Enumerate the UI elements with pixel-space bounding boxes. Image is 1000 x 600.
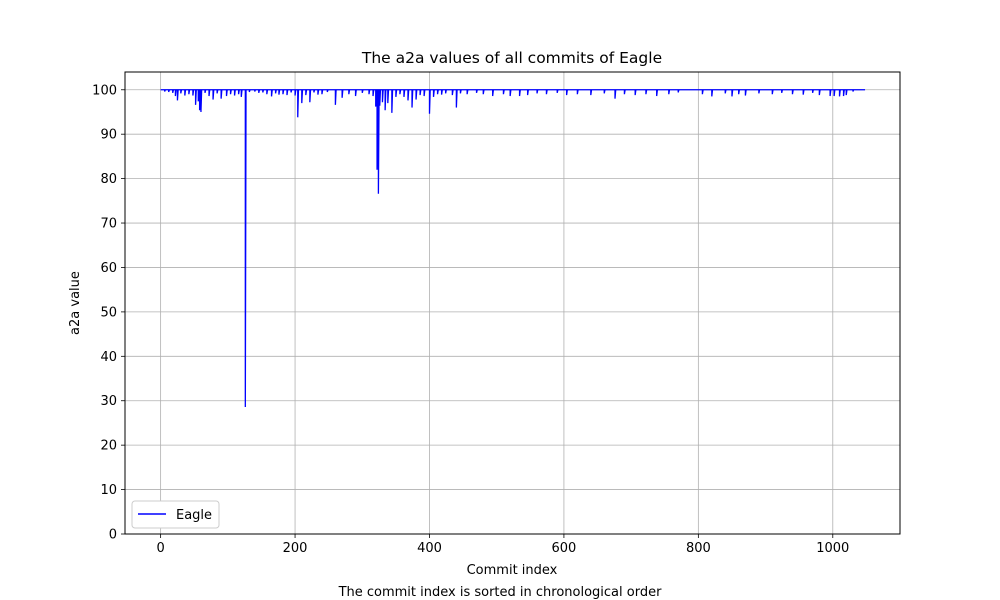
y-tick-label: 40 (100, 350, 117, 365)
series-line-eagle (160, 89, 866, 407)
chart-title: The a2a values of all commits of Eagle (361, 49, 662, 67)
x-tick-label: 0 (156, 541, 164, 556)
y-axis-label: a2a value (68, 271, 83, 335)
x-tick-label: 200 (283, 541, 308, 556)
series-group (160, 89, 866, 407)
plot-frame (124, 71, 901, 535)
x-tick-label: 600 (552, 541, 577, 556)
y-tick-label: 80 (100, 172, 117, 187)
figure-caption: The commit index is sorted in chronologi… (338, 585, 662, 600)
y-tick-label: 50 (100, 305, 117, 320)
y-tick-label: 10 (100, 483, 117, 498)
x-axis: 0 200 400 600 800 1000 (156, 534, 849, 556)
grid-lines (125, 72, 900, 535)
x-tick-label: 1000 (816, 541, 849, 556)
y-tick-label: 60 (100, 261, 117, 276)
y-tick-label: 30 (100, 394, 117, 409)
legend: Eagle (131, 500, 220, 529)
y-axis: 0 10 20 30 40 50 60 70 80 90 100 (92, 83, 125, 543)
y-tick-label: 90 (100, 128, 117, 143)
legend-label-eagle: Eagle (176, 508, 212, 523)
x-axis-label: Commit index (467, 563, 558, 578)
y-tick-label: 20 (100, 439, 117, 454)
y-tick-label: 70 (100, 217, 117, 232)
legend-box (131, 500, 220, 529)
y-tick-label: 100 (92, 83, 117, 98)
y-tick-label: 0 (109, 528, 117, 543)
x-tick-label: 800 (686, 541, 711, 556)
x-tick-label: 400 (417, 541, 442, 556)
